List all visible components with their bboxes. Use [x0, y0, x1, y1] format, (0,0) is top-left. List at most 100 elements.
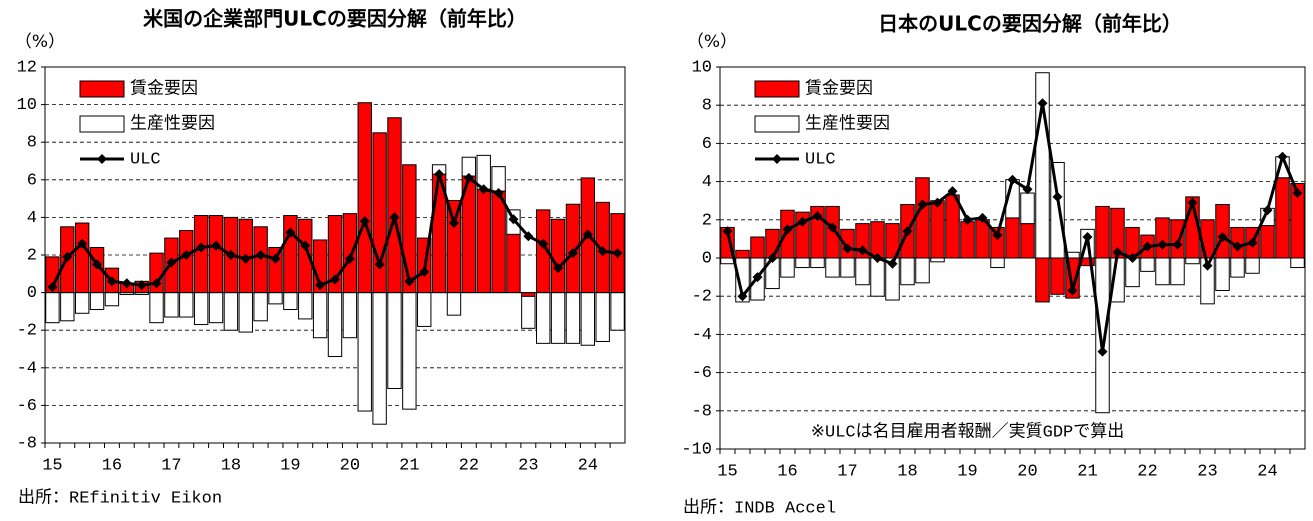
bar: [855, 257, 870, 286]
bar: [1230, 257, 1245, 278]
marker: [1262, 205, 1273, 216]
marker: [752, 272, 763, 283]
bar: [1185, 257, 1200, 265]
bar: [930, 257, 945, 263]
marker: [508, 214, 519, 225]
legend-swatch: [754, 80, 800, 98]
marker: [1022, 184, 1033, 195]
bar: [446, 292, 462, 316]
legend-label: ULC: [805, 150, 836, 169]
marker: [478, 184, 489, 195]
marker: [434, 169, 445, 180]
x-tick-label: 24: [578, 456, 598, 475]
y-tick-label: 10: [17, 96, 37, 115]
marker: [597, 246, 608, 257]
chart-title: 日本のULCの要因分解（前年比）: [878, 12, 1182, 36]
y-tick-label: 4: [27, 209, 37, 228]
bar: [795, 257, 810, 269]
marker: [151, 278, 162, 289]
marker: [737, 291, 748, 302]
bar: [491, 190, 506, 294]
bar: [780, 257, 795, 278]
marker: [47, 281, 58, 292]
marker: [1247, 237, 1258, 248]
bar: [89, 292, 105, 311]
bar: [253, 292, 268, 322]
bar: [810, 257, 825, 269]
source: 出所：REfinitiv Eikon: [18, 487, 222, 508]
bar: [900, 257, 915, 286]
marker: [419, 266, 430, 277]
bar: [945, 194, 960, 259]
marker: [62, 251, 73, 262]
y-tick-label: 6: [702, 135, 712, 154]
y-tick-label: -6: [692, 364, 712, 383]
x-tick-label: 18: [221, 456, 241, 475]
bar: [402, 292, 417, 410]
marker: [344, 253, 355, 264]
bar: [990, 257, 1005, 269]
marker: [827, 222, 838, 233]
x-tick-label: 15: [42, 456, 62, 475]
y-tick-label: -2: [17, 322, 37, 341]
y-tick-label: 10: [692, 58, 712, 77]
marker: [1157, 239, 1168, 250]
chart-title: 米国の企業部門ULCの要因分解（前年比）: [143, 7, 527, 31]
bar: [74, 222, 90, 294]
bar: [327, 292, 343, 358]
x-tick-label: 21: [1077, 462, 1097, 481]
marker: [285, 227, 296, 238]
marker: [612, 248, 623, 259]
marker: [1082, 231, 1093, 242]
x-tick-label: 17: [837, 462, 857, 481]
y-tick-label: -6: [17, 397, 37, 416]
marker: [887, 258, 898, 269]
marker: [136, 280, 147, 291]
bar: [521, 292, 536, 297]
legend-label: 生産性要因: [805, 113, 890, 134]
marker: [77, 238, 88, 249]
marker: [1037, 98, 1048, 109]
y-tick-label: 0: [702, 249, 712, 268]
marker: [1292, 188, 1303, 199]
marker: [196, 242, 207, 253]
marker: [1052, 191, 1063, 202]
bar: [1140, 257, 1155, 272]
marker: [947, 186, 958, 197]
bar: [342, 213, 358, 294]
marker: [270, 253, 281, 264]
marker: [1142, 241, 1153, 252]
plot-frame: [44, 66, 626, 444]
bar: [595, 292, 610, 342]
marker: [359, 216, 370, 227]
bar: [610, 292, 625, 331]
y-tick-label: 0: [27, 284, 37, 303]
marker: [812, 210, 823, 221]
x-tick-label: 16: [777, 462, 797, 481]
bar: [446, 199, 462, 294]
y-tick-label: 8: [27, 134, 37, 153]
bar: [357, 292, 372, 412]
bar: [521, 295, 536, 329]
legend-label: 賃金要因: [805, 78, 873, 99]
bar: [342, 292, 358, 339]
bar: [283, 292, 298, 311]
marker: [1007, 174, 1018, 185]
marker: [782, 224, 793, 235]
bar: [1020, 192, 1035, 225]
legend-label: ULC: [130, 150, 161, 169]
x-tick-label: 24: [1257, 462, 1277, 481]
bar: [1170, 257, 1185, 286]
marker: [962, 214, 973, 225]
marker: [857, 245, 868, 256]
bar: [550, 292, 566, 344]
x-tick-label: 18: [897, 462, 917, 481]
legend-marker: [772, 154, 782, 164]
legend-swatch: [79, 80, 125, 98]
bar: [312, 292, 328, 339]
legend-label: 賃金要因: [130, 78, 198, 99]
marker: [463, 172, 474, 183]
bar: [164, 292, 179, 318]
marker: [330, 274, 340, 285]
